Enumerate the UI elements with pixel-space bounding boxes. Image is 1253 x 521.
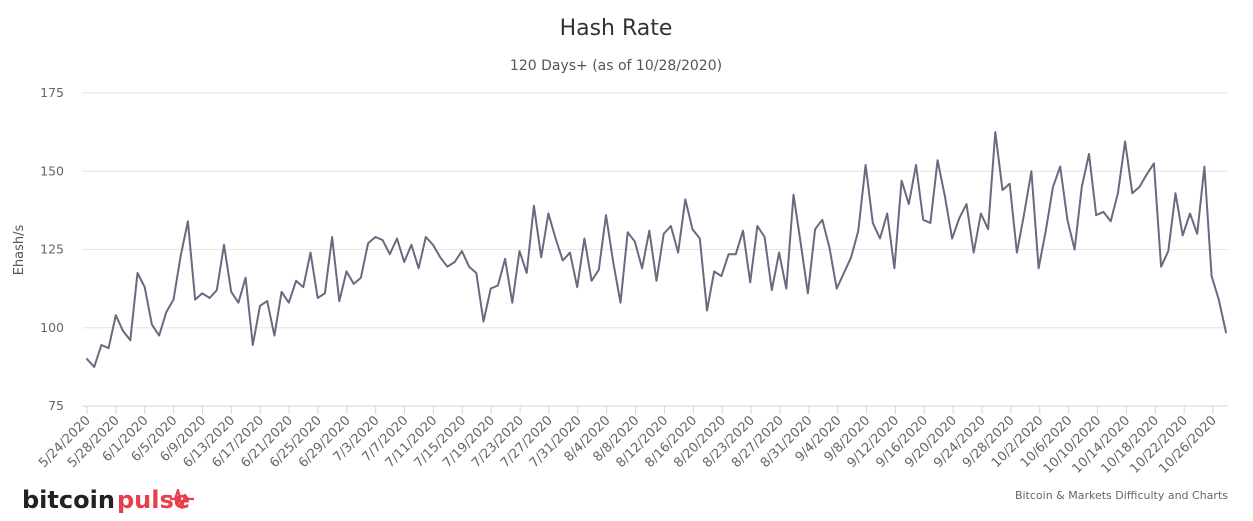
chart-subtitle: 120 Days+ (as of 10/28/2020) [510,58,722,74]
chart-title: Hash Rate [560,16,673,41]
y-tick-label: 125 [40,242,64,257]
y-tick-label: 75 [48,398,64,413]
logo-text-bitcoin: bitcoin [22,486,115,514]
gridlines [82,92,1228,329]
y-axis-ticks: 75 100 125 150 175 [40,85,64,413]
series-layer [86,131,1227,368]
y-tick-label: 150 [40,163,64,178]
credit-text: Bitcoin & Markets Difficulty and Charts [1015,489,1228,502]
y-axis-label: Ehash/s [12,224,27,275]
bitcoinpulse-logo: bitcoin pulse [22,486,194,514]
pulse-icon [170,488,194,510]
series-line-hash-rate [86,131,1227,368]
x-axis-ticks: 5/24/20205/28/20206/1/20206/5/20206/9/20… [36,406,1220,477]
y-tick-label: 175 [40,85,64,100]
y-tick-label: 100 [40,320,64,335]
